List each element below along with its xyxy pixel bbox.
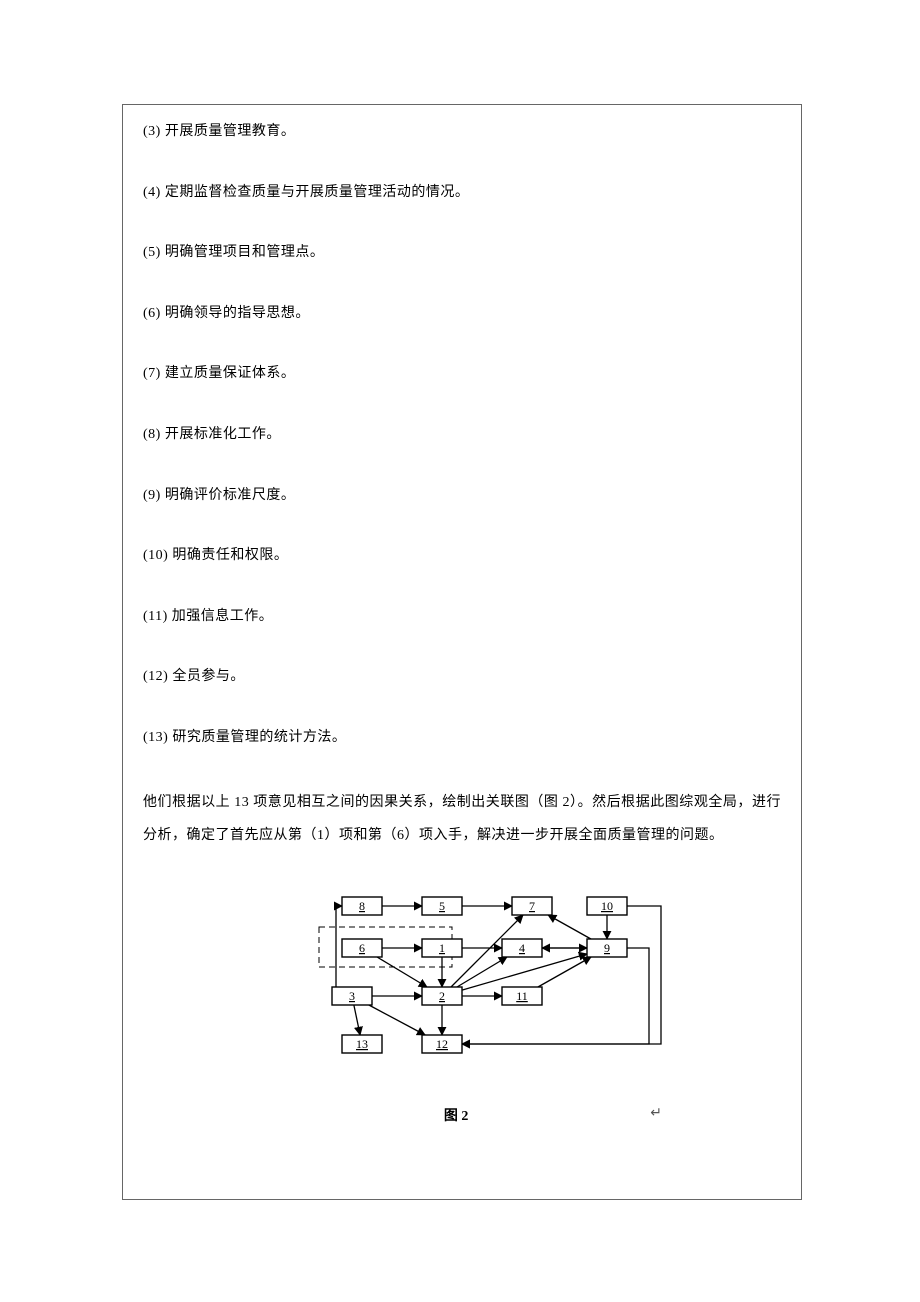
diagram-caption: 图 2 <box>444 1105 469 1125</box>
svg-text:4: 4 <box>519 941 525 955</box>
list-item: (10) 明确责任和权限。 <box>143 543 781 570</box>
list-item: (13) 研究质量管理的统计方法。 <box>143 725 781 752</box>
list-item: (12) 全员参与。 <box>143 664 781 691</box>
svg-text:13: 13 <box>356 1037 368 1051</box>
svg-text:11: 11 <box>516 989 528 1003</box>
list-item: (3) 开展质量管理教育。 <box>143 119 781 146</box>
page-frame: (3) 开展质量管理教育。 (4) 定期监督检查质量与开展质量管理活动的情况。 … <box>122 104 802 1200</box>
svg-text:7: 7 <box>529 899 535 913</box>
list-item: (11) 加强信息工作。 <box>143 604 781 631</box>
diagram-caption-row: 图 2 ↵ <box>252 1105 672 1125</box>
list-item: (9) 明确评价标准尺度。 <box>143 483 781 510</box>
list-item: (4) 定期监督检查质量与开展质量管理活动的情况。 <box>143 180 781 207</box>
svg-text:1: 1 <box>439 941 445 955</box>
svg-text:10: 10 <box>601 899 613 913</box>
list-item: (5) 明确管理项目和管理点。 <box>143 240 781 267</box>
list-item: (7) 建立质量保证体系。 <box>143 361 781 388</box>
enter-mark-icon: ↵ <box>650 1105 662 1125</box>
svg-text:12: 12 <box>436 1037 448 1051</box>
svg-text:5: 5 <box>439 899 445 913</box>
svg-text:6: 6 <box>359 941 365 955</box>
svg-text:9: 9 <box>604 941 610 955</box>
relation-diagram-svg: 12345678910111213 <box>252 877 672 1087</box>
relation-diagram: 12345678910111213 图 2 ↵ <box>143 877 781 1125</box>
svg-text:3: 3 <box>349 989 355 1003</box>
svg-text:2: 2 <box>439 989 445 1003</box>
explanatory-paragraph: 他们根据以上 13 项意见相互之间的因果关系，绘制出关联图（图 2）。然后根据此… <box>143 786 781 853</box>
list-item: (6) 明确领导的指导思想。 <box>143 301 781 328</box>
svg-text:8: 8 <box>359 899 365 913</box>
list-item: (8) 开展标准化工作。 <box>143 422 781 449</box>
